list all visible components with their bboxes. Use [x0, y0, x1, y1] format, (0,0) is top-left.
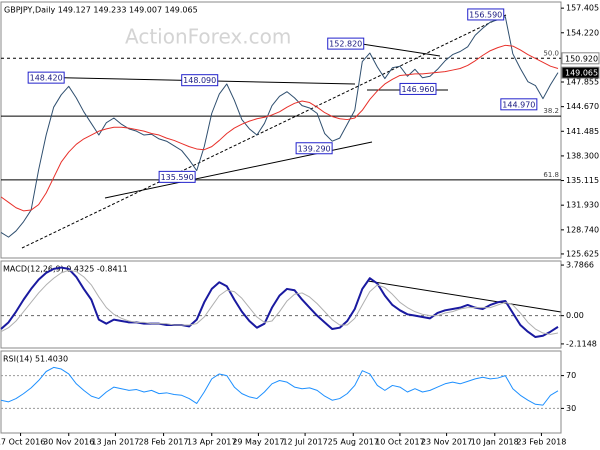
- panel-frame: [0, 1, 562, 259]
- trend-line: [21, 14, 507, 249]
- y-tick-label: 157.405: [566, 4, 599, 13]
- watermark: ActionForex.com: [125, 25, 291, 49]
- series-line: [0, 16, 559, 238]
- y-tick-label: 131.930: [566, 201, 599, 210]
- price-annotation-box: [295, 142, 333, 155]
- price-annotation-box: [27, 71, 65, 84]
- y-tick-label: 128.740: [566, 225, 599, 234]
- price-annotation-box: [467, 8, 505, 21]
- y-tick-label: 154.220: [566, 28, 599, 37]
- panel-title: GBPJPY,Daily 149.127 149.233 149.007 149…: [4, 6, 198, 15]
- price-annotation: 152.820: [329, 40, 362, 49]
- y-tick-label: 125.625: [566, 249, 599, 258]
- x-tick-label: 28 Feb 2017: [139, 438, 189, 447]
- y-tick-label: 135.115: [566, 176, 599, 185]
- price-annotation: 156.590: [469, 10, 502, 19]
- price-annotation-box: [500, 98, 538, 111]
- price-tag-label: 150.920: [565, 54, 598, 63]
- x-tick-label: 30 Nov 2016: [43, 438, 94, 447]
- price-annotation-box: [181, 74, 219, 87]
- panel-frame: [0, 260, 562, 349]
- x-tick-label: 23 Nov 2017: [421, 438, 472, 447]
- x-tick-label: 10 Oct 2017: [375, 438, 424, 447]
- price-annotation-box: [399, 82, 437, 95]
- panel-frame: [0, 350, 562, 434]
- series-line: [0, 266, 559, 339]
- price-annotation: 139.290: [298, 144, 331, 153]
- fib-label: 61.8: [543, 171, 559, 179]
- fib-label: 38.2: [543, 107, 559, 115]
- trend-line: [367, 280, 562, 313]
- y-tick-label: -2.1148: [566, 339, 597, 348]
- x-tick-label: 13 Jan 2017: [91, 438, 139, 447]
- x-tick-label: 12 Jul 2017: [282, 438, 327, 447]
- x-tick-label: 13 Apr 2017: [187, 438, 236, 447]
- trend-line: [361, 43, 441, 57]
- series-line: [0, 44, 559, 212]
- x-tick-label: 23 Feb 2018: [517, 438, 567, 447]
- price-tag: [561, 66, 600, 79]
- price-annotation: 135.590: [161, 173, 194, 182]
- price-tag: [561, 52, 600, 65]
- price-annotation: 148.090: [183, 76, 216, 85]
- series-line: [0, 269, 559, 335]
- x-tick-label: 29 May 2017: [232, 438, 284, 447]
- fib-label: 50.0: [543, 49, 559, 57]
- y-tick-label: 0.00: [566, 311, 584, 320]
- y-tick-label: 30: [566, 404, 576, 413]
- x-tick-label: 25 Aug 2017: [328, 438, 379, 447]
- price-annotation: 146.960: [401, 85, 434, 94]
- x-tick-label: 17 Oct 2016: [0, 438, 45, 447]
- price-annotation: 144.970: [502, 100, 535, 109]
- y-tick-label: 3.7866: [566, 261, 594, 270]
- price-annotation-box: [327, 37, 365, 50]
- y-tick-label: 70: [566, 371, 576, 380]
- y-tick-label: 147.855: [566, 78, 599, 87]
- x-tick-label: 10 Jan 2018: [471, 438, 519, 447]
- price-annotation-box: [158, 170, 196, 183]
- y-tick-label: 138.300: [566, 151, 599, 160]
- price-tag-label: 149.065: [565, 69, 598, 78]
- series-line: [0, 366, 559, 406]
- y-tick-label: 144.670: [566, 102, 599, 111]
- y-tick-label: 141.485: [566, 127, 599, 136]
- price-annotation: 148.420: [30, 74, 63, 83]
- panel-title: RSI(14) 51.4030: [3, 355, 68, 364]
